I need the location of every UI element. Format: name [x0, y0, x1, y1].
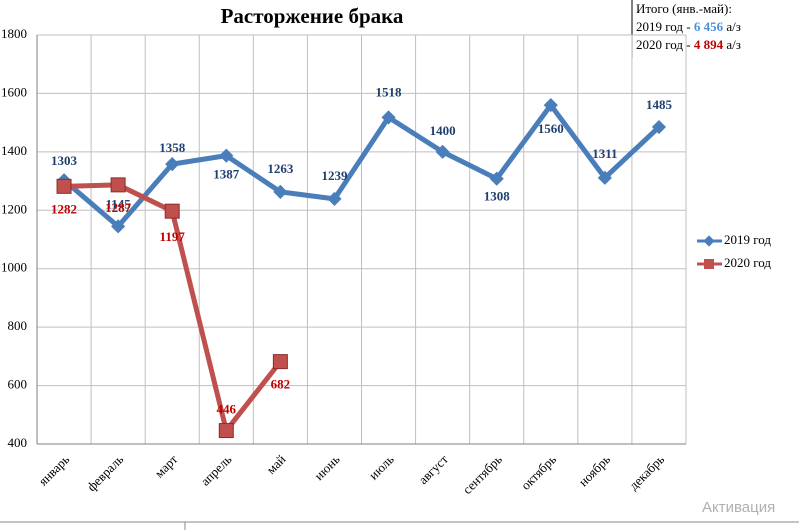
legend-label: 2020 год	[724, 255, 771, 270]
y-tick-label: 1800	[1, 26, 27, 41]
data-label: 1485	[646, 97, 673, 112]
x-tick-label: сентябрь	[460, 452, 505, 497]
data-label: 1308	[484, 189, 511, 204]
marker	[381, 110, 396, 125]
legend-marker	[703, 235, 715, 247]
summary-line: 2019 год - 6 456 а/з	[636, 19, 741, 34]
watermark: Активация	[702, 499, 775, 516]
marker	[597, 170, 612, 185]
x-tick-label: май	[263, 452, 288, 477]
marker	[272, 354, 288, 370]
data-label: 1387	[213, 167, 240, 182]
data-label: 1303	[51, 153, 78, 168]
y-tick-label: 800	[8, 318, 28, 333]
y-tick-label: 600	[8, 377, 28, 392]
data-label: 1239	[321, 168, 348, 183]
data-label: 1282	[51, 201, 77, 216]
marker	[651, 119, 667, 135]
marker	[110, 177, 126, 193]
data-label: 1197	[160, 229, 186, 244]
marker	[56, 178, 72, 194]
marker	[218, 423, 234, 439]
summary-prefix: 2019 год -	[636, 19, 694, 34]
x-tick-label: февраль	[84, 452, 127, 495]
data-label: 1358	[159, 140, 186, 155]
data-label: 446	[217, 402, 237, 417]
data-label: 682	[271, 377, 291, 392]
summary-suffix: а/з	[723, 37, 741, 52]
marker	[219, 148, 234, 163]
x-tick-label: октябрь	[518, 452, 559, 493]
marker	[435, 144, 450, 159]
summary-suffix: а/з	[723, 19, 741, 34]
marker	[164, 203, 180, 219]
summary-heading: Итого (янв.-май):	[636, 1, 732, 16]
marker	[543, 98, 558, 113]
marker	[489, 171, 504, 186]
data-label: 1145	[105, 196, 131, 211]
data-label: 1263	[267, 161, 294, 176]
data-label: 1560	[538, 121, 564, 136]
summary-amount: 6 456	[694, 19, 724, 34]
x-tick-label: июнь	[311, 452, 343, 484]
series-line	[62, 102, 661, 229]
legend-label: 2019 год	[724, 232, 771, 247]
y-tick-label: 1400	[1, 143, 27, 158]
summary-line: 2020 год - 4 894 а/з	[636, 37, 741, 52]
x-tick-label: январь	[35, 452, 72, 489]
y-tick-label: 1200	[1, 201, 27, 216]
chart-title: Расторжение брака	[221, 4, 404, 28]
marker	[327, 191, 342, 206]
y-tick-label: 400	[8, 435, 28, 450]
legend-marker	[704, 259, 714, 269]
x-tick-label: март	[152, 451, 181, 480]
data-label: 1287	[105, 200, 132, 215]
data-label: 1518	[376, 84, 403, 99]
y-tick-label: 1000	[1, 260, 27, 275]
x-tick-label: август	[415, 451, 451, 487]
data-label: 1311	[592, 146, 617, 161]
marker	[273, 184, 288, 199]
data-label: 1400	[430, 123, 456, 138]
summary-amount: 4 894	[694, 37, 724, 52]
x-tick-label: декабрь	[626, 452, 667, 493]
x-tick-label: апрель	[198, 452, 235, 489]
marker	[165, 157, 180, 172]
y-tick-label: 1600	[1, 84, 27, 99]
x-tick-label: ноябрь	[575, 452, 613, 490]
x-tick-label: июль	[366, 452, 397, 483]
summary-prefix: 2020 год -	[636, 37, 694, 52]
series-line	[63, 182, 283, 434]
